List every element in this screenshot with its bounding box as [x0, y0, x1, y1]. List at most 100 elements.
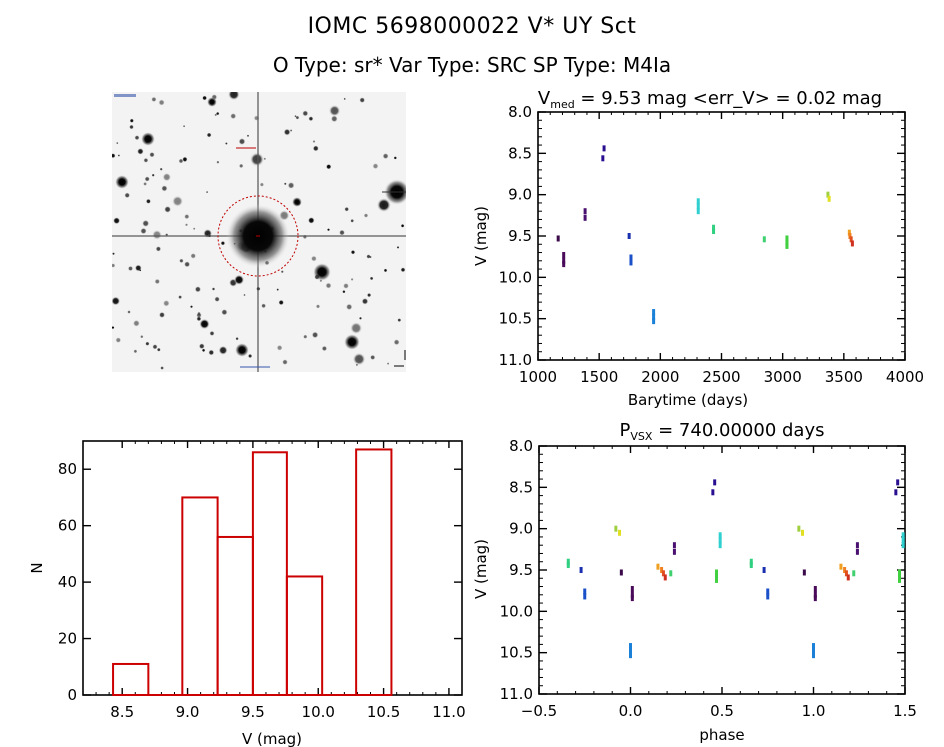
star: [134, 135, 140, 141]
bright-star: [235, 343, 249, 357]
lightcurve-point: [562, 252, 566, 259]
star: [261, 303, 267, 309]
phased-xtick-label: 1.5: [893, 702, 917, 720]
phased-point: [672, 542, 676, 549]
phased-point: [718, 532, 722, 539]
star: [190, 253, 197, 259]
star: [307, 217, 315, 224]
star: [366, 254, 371, 259]
star: [363, 213, 369, 218]
lightcurve-point: [849, 236, 853, 243]
star: [112, 326, 115, 330]
lightcurve-xtick-label: 2000: [641, 368, 679, 386]
star: [302, 110, 309, 117]
star: [235, 337, 239, 341]
lightcurve-point: [712, 228, 716, 235]
histogram-ytick-label: 40: [58, 573, 77, 591]
star: [400, 223, 405, 228]
lightcurve-point: [583, 214, 587, 221]
star: [344, 206, 350, 212]
star: [159, 167, 163, 171]
target-label-mark: [236, 147, 256, 149]
star: [393, 339, 400, 346]
star: [230, 113, 237, 120]
target-circle: [217, 195, 299, 277]
bright-star: [292, 197, 302, 207]
star: [376, 197, 391, 213]
star: [192, 227, 196, 230]
phased-point: [672, 548, 676, 555]
star: [206, 132, 212, 138]
star: [184, 213, 190, 220]
phased-point: [855, 548, 859, 555]
star: [196, 312, 202, 318]
phased-point: [618, 529, 622, 536]
star: [225, 142, 228, 145]
lightcurve-xtick-label: 2500: [702, 368, 740, 386]
histogram-xlabel: V (mag): [242, 730, 302, 747]
star: [400, 267, 406, 273]
phased-point: [583, 588, 587, 595]
star: [129, 118, 134, 123]
star: [145, 341, 150, 346]
phased-point: [630, 595, 634, 602]
star: [155, 246, 162, 252]
phased-point: [813, 586, 817, 593]
star: [372, 163, 379, 170]
bright-star: [207, 97, 217, 107]
star: [361, 297, 369, 305]
lightcurve-ytick-label: 11.0: [499, 351, 532, 369]
lightcurve-xtick-label: 1500: [580, 368, 618, 386]
phased-point: [898, 576, 902, 583]
phased-point: [566, 558, 570, 565]
star: [263, 157, 267, 161]
phased-point: [813, 591, 817, 598]
histogram-bar: [181, 496, 219, 697]
star: [184, 261, 191, 268]
star: [216, 160, 220, 164]
star: [160, 366, 164, 370]
phased-ytick-label: 8.0: [509, 437, 533, 455]
lightcurve-point: [696, 198, 700, 205]
phased-point: [718, 542, 722, 549]
star: [325, 163, 332, 170]
histogram-xtick-label: 11.0: [432, 703, 465, 721]
star: [330, 115, 338, 123]
star: [342, 290, 346, 294]
star: [158, 99, 165, 106]
star: [350, 249, 356, 255]
histogram-bar: [355, 448, 393, 697]
star: [247, 353, 253, 359]
phased-point: [660, 567, 664, 573]
star: [221, 309, 228, 316]
lightcurve-point: [847, 229, 851, 236]
phased-point: [715, 569, 719, 576]
phased-point: [898, 573, 902, 580]
phased-point: [749, 558, 753, 565]
bright-star: [313, 263, 331, 281]
lightcurve-ytick-label: 8.5: [508, 144, 532, 162]
lightcurve-point: [583, 208, 587, 215]
star: [162, 172, 172, 182]
phased-point: [663, 574, 667, 581]
star: [151, 96, 157, 103]
phased-ytick-label: 9.0: [509, 520, 533, 538]
star: [133, 349, 138, 354]
phased-point: [629, 643, 632, 650]
lightcurve-xtick-label: 3000: [764, 368, 802, 386]
star: [295, 115, 300, 120]
histogram-xtick-label: 9.0: [176, 703, 200, 721]
phased-point: [839, 563, 843, 570]
star: [205, 190, 209, 194]
star: [327, 228, 330, 232]
histogram-bar: [285, 575, 324, 697]
star: [249, 152, 265, 167]
star: [383, 268, 388, 273]
phased-point: [749, 562, 753, 569]
phased-point: [630, 591, 634, 598]
phased-point: [852, 570, 856, 577]
phased-xtick-label: 1.0: [802, 702, 826, 720]
phased-point: [901, 542, 905, 549]
histogram-ylabel: N: [28, 562, 46, 573]
star: [282, 359, 288, 365]
